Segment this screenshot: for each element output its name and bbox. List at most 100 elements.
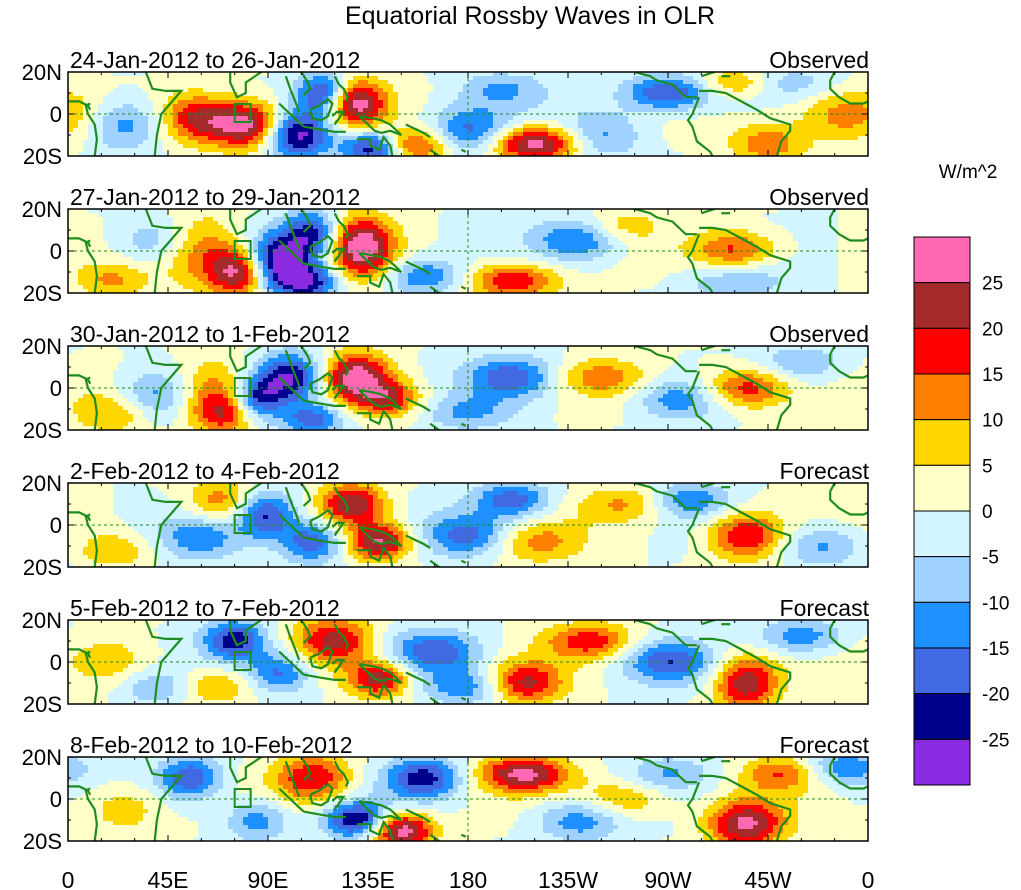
chart-title: Equatorial Rossby Waves in OLR — [345, 2, 715, 30]
colorbar-swatch — [913, 236, 971, 284]
y-tick-label: 20S — [23, 418, 62, 443]
colorbar-swatch — [913, 327, 971, 375]
coastline — [333, 486, 350, 513]
colorbar-swatch — [913, 601, 971, 649]
coastline — [829, 72, 868, 105]
panel-kind-label: Forecast — [780, 732, 870, 758]
coastline — [429, 148, 440, 156]
colorbar-swatch — [913, 556, 971, 603]
olr-anomaly-field — [68, 483, 868, 567]
colorbar-label: -20 — [982, 685, 1009, 706]
coastline — [358, 800, 403, 822]
x-tick-label: 135E — [341, 867, 395, 890]
colorbar-swatch — [913, 464, 971, 512]
coastline — [300, 620, 312, 644]
y-tick-label: 20N — [22, 745, 62, 770]
y-tick-label: 20N — [22, 60, 62, 85]
y-tick-label: 0 — [50, 650, 62, 675]
coastline — [144, 209, 184, 293]
coastline — [309, 234, 334, 259]
y-tick-label: 0 — [50, 513, 62, 538]
coastline — [300, 483, 312, 507]
coastline — [333, 75, 350, 102]
coastline — [278, 376, 305, 402]
colorbar-swatch — [913, 738, 971, 786]
coastline — [356, 682, 394, 704]
y-tick-label: 0 — [50, 787, 62, 812]
panel-2: 20N 0 20S 27-Jan-2012 to 29-Jan-2012 Observe… — [22, 184, 869, 306]
coastline — [303, 262, 346, 270]
coastline — [405, 123, 431, 139]
olr-anomaly-field — [68, 757, 868, 841]
coastline — [634, 209, 697, 236]
colorbar-swatch — [913, 419, 971, 466]
panel-kind-label: Observed — [769, 184, 869, 210]
coastline — [144, 72, 184, 156]
y-tick-label: 20N — [22, 608, 62, 633]
colorbar-swatch — [913, 693, 971, 740]
panel-kind-label: Observed — [769, 321, 869, 347]
coastline — [278, 239, 305, 265]
coastline — [68, 511, 92, 522]
coastline — [699, 500, 792, 567]
coastline — [358, 526, 403, 548]
x-tick-label: 0 — [62, 867, 75, 890]
coastline — [356, 271, 394, 293]
y-tick-label: 20N — [22, 197, 62, 222]
colorbar-swatch — [913, 282, 971, 329]
coastline — [284, 349, 301, 387]
coastline — [699, 363, 792, 430]
coastline — [144, 483, 184, 567]
coastline — [356, 819, 394, 841]
coastline — [300, 209, 312, 233]
coastline — [460, 696, 467, 701]
coastline — [331, 658, 346, 674]
coastline — [331, 247, 346, 263]
colorbar-label: 15 — [982, 365, 1003, 386]
panel-5: 20N 0 20S 5-Feb-2012 to 7-Feb-2012 Forecast — [22, 595, 870, 717]
region-box — [233, 103, 252, 123]
panel-date-label: 5-Feb-2012 to 7-Feb-2012 — [70, 595, 340, 621]
coastline — [460, 833, 467, 838]
coastline — [331, 795, 346, 811]
colorbar-label: -15 — [982, 639, 1009, 660]
coastline — [460, 422, 467, 427]
coastline — [144, 757, 184, 841]
x-tick-label: 90W — [644, 867, 692, 890]
region-box — [233, 240, 252, 260]
coastline — [229, 483, 262, 510]
coastline — [284, 75, 301, 113]
coastline — [634, 346, 697, 373]
coastline — [358, 252, 403, 274]
x-tick-label: 45W — [744, 867, 792, 890]
y-tick-label: 20S — [23, 281, 62, 306]
panel-date-label: 2-Feb-2012 to 4-Feb-2012 — [70, 458, 340, 484]
panel-date-label: 30-Jan-2012 to 1-Feb-2012 — [70, 321, 350, 347]
coastline — [429, 696, 440, 704]
y-tick-label: 20N — [22, 471, 62, 496]
coastline — [68, 100, 92, 111]
panel-date-label: 8-Feb-2012 to 10-Feb-2012 — [70, 732, 353, 758]
coastline — [333, 760, 350, 787]
coastline — [68, 648, 92, 659]
coastline — [229, 209, 262, 236]
coastline — [405, 260, 431, 276]
coastline — [429, 833, 440, 841]
coastline — [303, 673, 346, 682]
coastline — [634, 483, 697, 510]
coastline — [634, 620, 697, 647]
coastline — [68, 785, 92, 796]
panel-3: 20N 0 20S 30-Jan-2012 to 1-Feb-2012 Observed — [22, 321, 869, 443]
x-tick-label: 0 — [862, 867, 875, 890]
coastline — [284, 212, 301, 250]
coastline — [303, 125, 346, 133]
coastline — [356, 408, 394, 430]
coastline — [309, 508, 334, 533]
y-tick-label: 0 — [50, 102, 62, 127]
coastline — [829, 346, 868, 379]
x-tick-label: 90E — [248, 867, 289, 890]
coastline — [699, 774, 792, 841]
coastline — [699, 89, 792, 156]
coastline — [284, 623, 301, 661]
